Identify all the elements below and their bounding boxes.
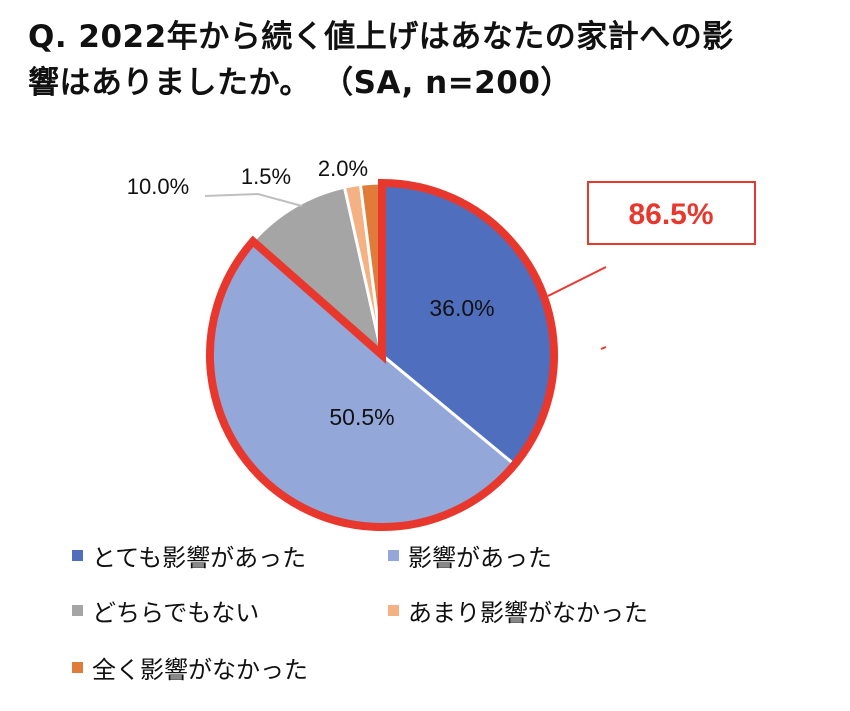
legend-label-3: どちらでもない — [92, 599, 260, 627]
callout-box — [587, 181, 756, 245]
data-label-5: 2.0% — [318, 156, 368, 181]
highlight-outline — [206, 178, 558, 531]
legend-label-4: あまり影響がなかった — [408, 599, 648, 627]
legend-swatch-3 — [72, 605, 83, 616]
data-label-2: 50.5% — [329, 404, 394, 430]
legend-label-1: とても影響があった — [92, 544, 307, 572]
legend-label-2: 影響があった — [408, 544, 552, 572]
legend-item-2: 影響があった — [388, 538, 552, 573]
legend-item-4: あまり影響がなかった — [388, 593, 648, 628]
callout-label: 86.5% — [628, 198, 713, 231]
legend-item-5: 全く影響がなかった — [72, 650, 308, 685]
legend-swatch-1 — [72, 550, 83, 561]
legend-swatch-5 — [72, 662, 83, 673]
legend-label-5: 全く影響がなかった — [92, 656, 308, 684]
chart-title-line-2: 響はありましたか。 （SA, n=200） — [28, 65, 572, 101]
callout-connector — [547, 266, 607, 297]
callout-tick — [600, 346, 607, 350]
chart-title: Q. 2022年から続く値上げはあなたの家計への影 響はありましたか。 （SA,… — [28, 14, 828, 106]
legend-swatch-4 — [388, 605, 399, 616]
chart-title-line-1: Q. 2022年から続く値上げはあなたの家計への影 — [28, 19, 734, 55]
data-label-1: 36.0% — [429, 295, 494, 321]
legend-item-1: とても影響があった — [72, 538, 306, 573]
leader-line-3 — [204, 192, 303, 207]
data-label-3: 10.0% — [127, 174, 189, 199]
data-label-4: 1.5% — [241, 164, 291, 189]
legend-swatch-2 — [388, 550, 399, 561]
legend-item-3: どちらでもない — [72, 593, 259, 628]
